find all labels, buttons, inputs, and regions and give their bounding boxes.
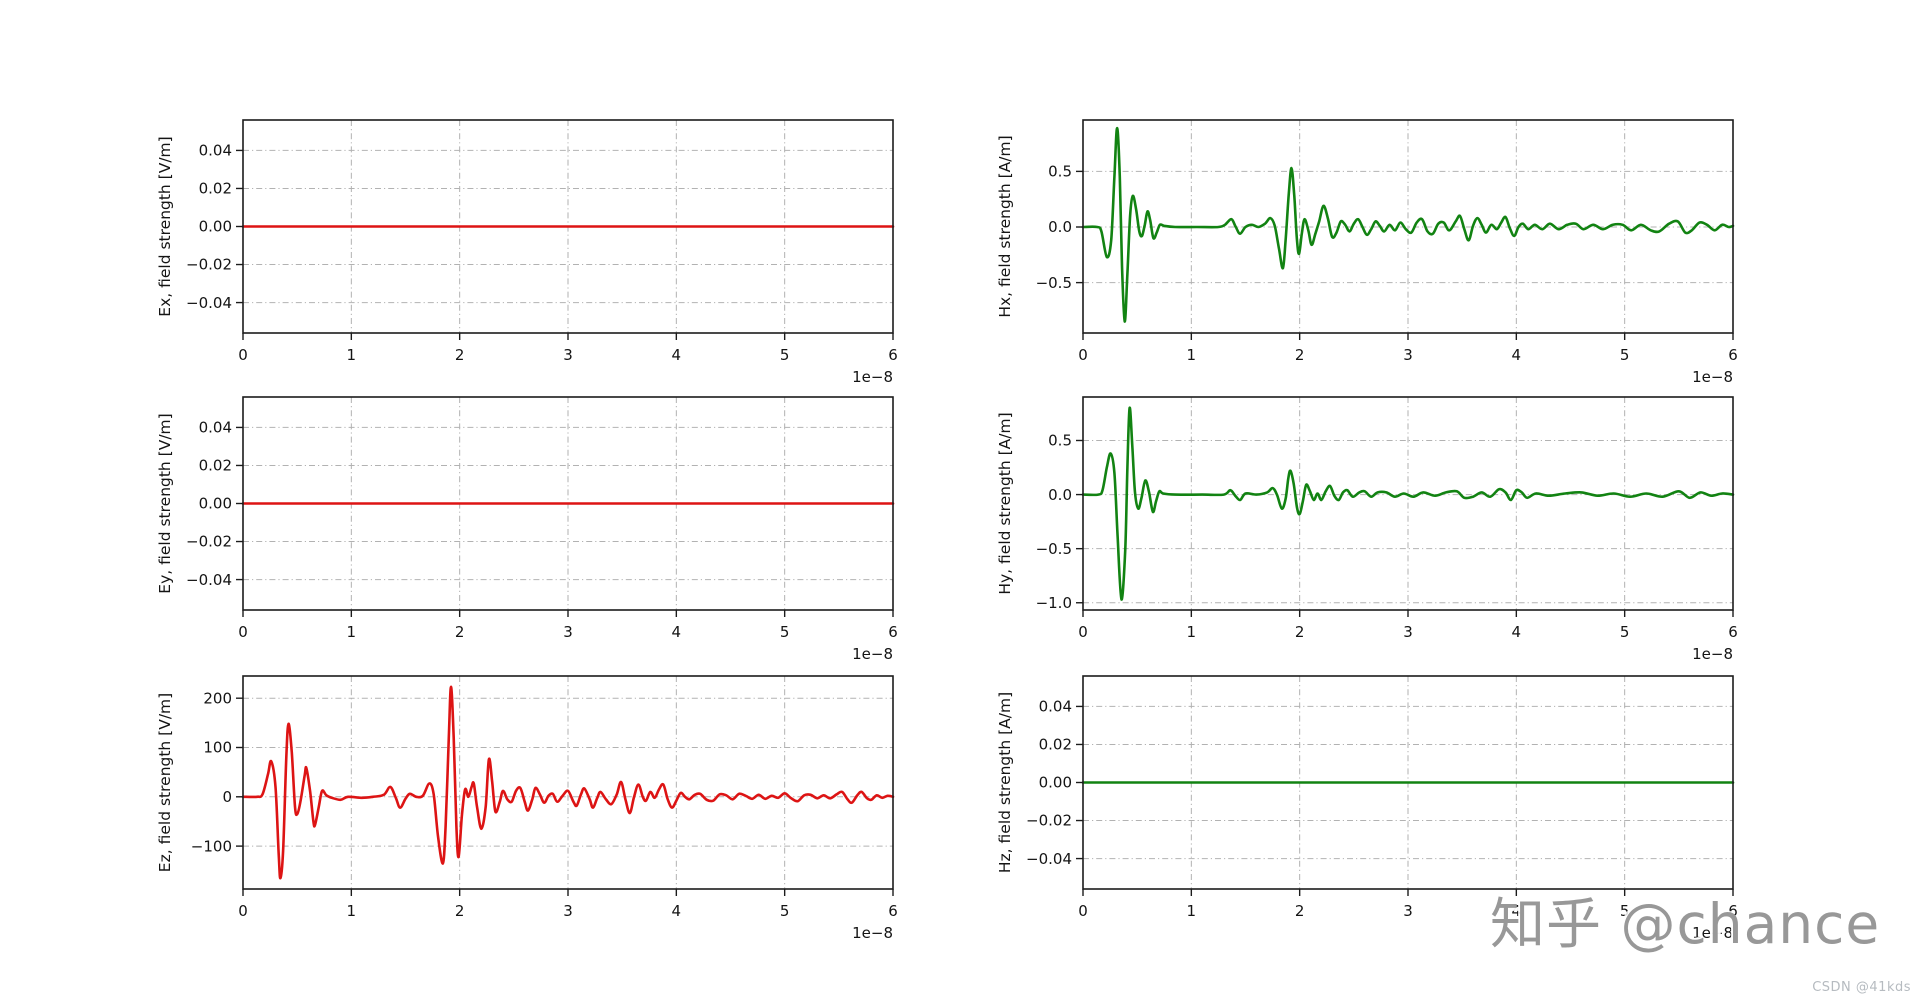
svg-text:0.02: 0.02: [199, 180, 232, 198]
hy-series-line: [1081, 406, 1735, 601]
svg-text:0.00: 0.00: [199, 495, 232, 513]
svg-text:−0.02: −0.02: [1026, 812, 1072, 830]
csdn-watermark: CSDN @41kds: [1812, 980, 1911, 995]
svg-text:3: 3: [1403, 902, 1413, 920]
svg-text:0.02: 0.02: [1039, 736, 1072, 754]
svg-text:−0.04: −0.04: [1026, 850, 1072, 868]
svg-text:2: 2: [455, 623, 465, 641]
svg-text:200: 200: [203, 689, 232, 707]
subplot-hx: 0 1 2 3 4 5 6 0.5 0.0 −0.5 1e−8 Hx, field strength …: [953, 108, 1748, 388]
svg-text:Ez, field strength [V/m]: Ez, field strength [V/m]: [156, 693, 174, 872]
svg-text:2: 2: [1295, 346, 1305, 364]
svg-text:4: 4: [672, 902, 682, 920]
svg-text:2: 2: [455, 902, 465, 920]
svg-text:3: 3: [1403, 346, 1413, 364]
subplot-hz: 0 1 2 3 4 5 6 0.04 0.02 0.00 −0.02 −0.04 1e−8 Hz, fie…: [953, 664, 1748, 944]
svg-text:−0.04: −0.04: [186, 571, 232, 589]
svg-text:1e−8: 1e−8: [852, 368, 893, 386]
hx-series-line: [1081, 126, 1735, 323]
svg-text:3: 3: [563, 623, 573, 641]
svg-text:4: 4: [672, 346, 682, 364]
svg-text:100: 100: [203, 739, 232, 757]
svg-text:2: 2: [1295, 902, 1305, 920]
svg-text:−100: −100: [191, 837, 232, 855]
svg-text:4: 4: [1512, 623, 1522, 641]
svg-text:1e−8: 1e−8: [1692, 924, 1733, 942]
svg-text:−0.5: −0.5: [1036, 540, 1072, 558]
ez-chart-svg: 0 1 2 3 4 5 6 200 100 0 −100 1e−8 Ez, field strength…: [156, 675, 898, 942]
svg-text:−0.02: −0.02: [186, 256, 232, 274]
svg-text:3: 3: [563, 902, 573, 920]
svg-text:2: 2: [455, 346, 465, 364]
svg-text:0.0: 0.0: [1048, 486, 1072, 504]
zhihu-watermark: 知乎 @chance: [1490, 892, 1881, 956]
svg-text:−0.02: −0.02: [186, 533, 232, 551]
svg-text:−0.5: −0.5: [1036, 274, 1072, 292]
svg-text:6: 6: [888, 902, 898, 920]
svg-text:Hy, field strength [A/m]: Hy, field strength [A/m]: [996, 412, 1014, 594]
ez-series-line: [241, 685, 895, 880]
svg-text:−1.0: −1.0: [1036, 594, 1072, 612]
svg-text:5: 5: [1620, 346, 1630, 364]
svg-text:0.04: 0.04: [199, 142, 232, 160]
svg-text:0.04: 0.04: [1039, 698, 1072, 716]
svg-text:Hz, field strength [A/m]: Hz, field strength [A/m]: [996, 692, 1014, 873]
svg-text:1e−8: 1e−8: [852, 645, 893, 663]
svg-text:1e−8: 1e−8: [1692, 645, 1733, 663]
svg-text:1: 1: [1187, 902, 1197, 920]
svg-text:4: 4: [672, 623, 682, 641]
svg-text:0.0: 0.0: [1048, 218, 1072, 236]
svg-text:0: 0: [238, 623, 248, 641]
svg-text:Ex, field strength [V/m]: Ex, field strength [V/m]: [156, 136, 174, 316]
svg-text:−0.04: −0.04: [186, 294, 232, 312]
ey-chart-svg: 0 1 2 3 4 5 6 0.04 0.02 0.00 −0.02 −0.04 1e−8 Ey, fie…: [156, 396, 898, 663]
svg-text:1: 1: [1187, 346, 1197, 364]
svg-text:0.00: 0.00: [1039, 774, 1072, 792]
svg-text:Ey, field strength [V/m]: Ey, field strength [V/m]: [156, 413, 174, 593]
svg-text:6: 6: [888, 623, 898, 641]
svg-text:0: 0: [238, 346, 248, 364]
svg-text:0: 0: [238, 902, 248, 920]
svg-text:6: 6: [1728, 902, 1738, 920]
svg-text:0.00: 0.00: [199, 218, 232, 236]
hx-chart-svg: 0 1 2 3 4 5 6 0.5 0.0 −0.5 1e−8 Hx, field strength …: [996, 119, 1738, 386]
svg-text:5: 5: [1620, 623, 1630, 641]
hz-chart-svg: 0 1 2 3 4 5 6 0.04 0.02 0.00 −0.02 −0.04 1e−8 Hz, fie…: [996, 675, 1738, 942]
svg-text:5: 5: [1620, 902, 1630, 920]
svg-text:6: 6: [888, 346, 898, 364]
svg-text:Hx, field strength [A/m]: Hx, field strength [A/m]: [996, 135, 1014, 317]
svg-text:3: 3: [563, 346, 573, 364]
svg-text:2: 2: [1295, 623, 1305, 641]
svg-text:0.5: 0.5: [1048, 432, 1072, 450]
subplot-ex: 0 1 2 3 4 5 6 0.04 0.02 0.00 −0.02 −0.04 1e−8 Ex, fie…: [113, 108, 908, 388]
svg-text:0.04: 0.04: [199, 419, 232, 437]
svg-text:5: 5: [780, 902, 790, 920]
svg-text:4: 4: [1512, 902, 1522, 920]
svg-text:0.02: 0.02: [199, 457, 232, 475]
svg-text:4: 4: [1512, 346, 1522, 364]
svg-text:6: 6: [1728, 623, 1738, 641]
svg-text:0.5: 0.5: [1048, 163, 1072, 181]
svg-text:1: 1: [347, 346, 357, 364]
svg-text:6: 6: [1728, 346, 1738, 364]
svg-text:1: 1: [347, 623, 357, 641]
svg-text:3: 3: [1403, 623, 1413, 641]
svg-text:5: 5: [780, 346, 790, 364]
svg-text:1: 1: [1187, 623, 1197, 641]
svg-text:1e−8: 1e−8: [1692, 368, 1733, 386]
ex-chart-svg: 0 1 2 3 4 5 6 0.04 0.02 0.00 −0.02 −0.04 1e−8 Ex, fie…: [156, 119, 898, 386]
svg-text:0: 0: [1078, 902, 1088, 920]
svg-text:1e−8: 1e−8: [852, 924, 893, 942]
svg-text:0: 0: [1078, 623, 1088, 641]
subplot-ez: 0 1 2 3 4 5 6 200 100 0 −100 1e−8 Ez, field strength…: [113, 664, 908, 944]
svg-text:0: 0: [1078, 346, 1088, 364]
hy-chart-svg: 0 1 2 3 4 5 6 0.5 0.0 −0.5 −1.0 1e−8 Hy, field stren…: [996, 396, 1738, 663]
svg-text:1: 1: [347, 902, 357, 920]
svg-text:5: 5: [780, 623, 790, 641]
subplot-ey: 0 1 2 3 4 5 6 0.04 0.02 0.00 −0.02 −0.04 1e−8 Ey, fie…: [113, 385, 908, 665]
svg-text:0: 0: [222, 788, 232, 806]
subplot-hy: 0 1 2 3 4 5 6 0.5 0.0 −0.5 −1.0 1e−8 Hy, field stren…: [953, 385, 1748, 665]
